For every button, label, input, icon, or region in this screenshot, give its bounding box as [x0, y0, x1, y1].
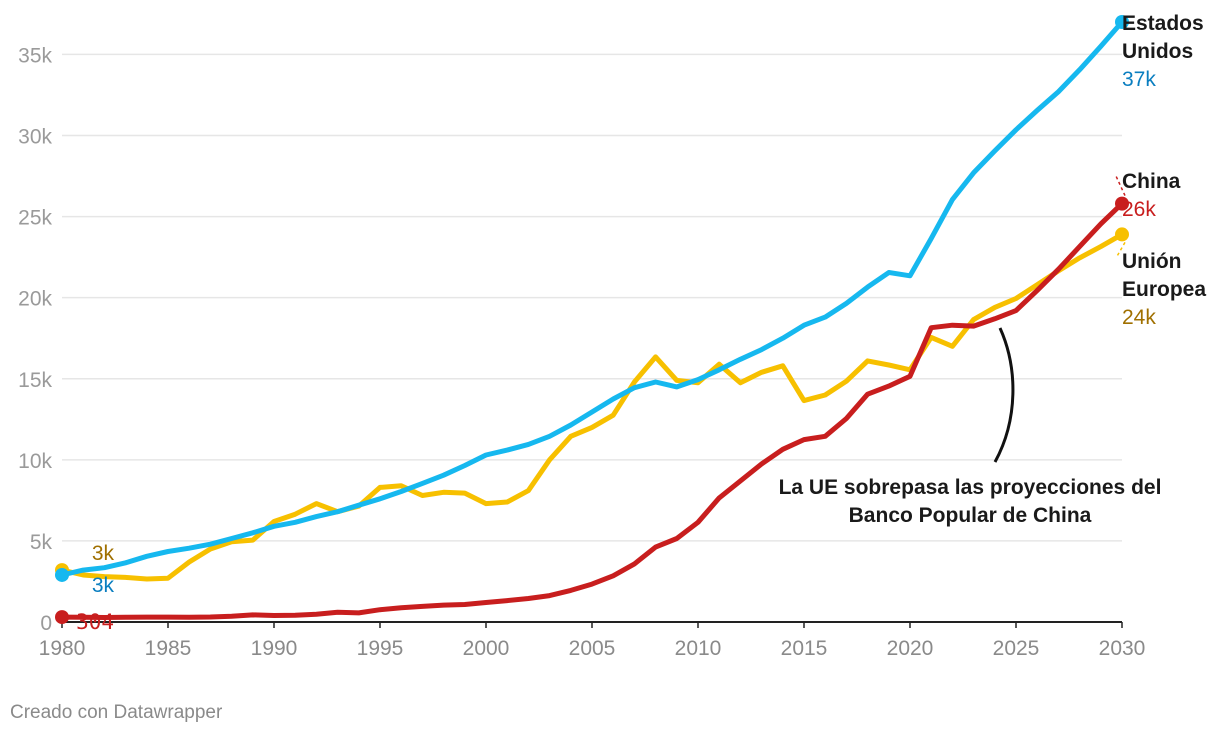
y-tick-label: 25k: [18, 207, 52, 230]
series-lines: [55, 15, 1129, 625]
annotation-text: Banco Popular de China: [849, 504, 1092, 527]
x-tick-label: 2015: [781, 637, 828, 660]
grid-lines: [62, 53, 1122, 623]
annotation-text: La UE sobrepasa las proyecciones del: [779, 476, 1162, 499]
series-line-2: [59, 201, 1125, 620]
end-point: [1115, 15, 1129, 29]
series-labels: Unión Europea 24k Estados Unidos 37k China 26k 3…: [76, 12, 1206, 634]
x-tick-label: 1990: [251, 637, 298, 660]
annotation: La UE sobrepasa las proyecciones del Banc…: [779, 327, 1162, 527]
credit-text: Creado con Datawrapper: [10, 702, 223, 723]
series-name-label: China: [1122, 170, 1181, 193]
series-start-value: 3k: [92, 542, 115, 565]
start-point: [55, 567, 69, 582]
x-tick-label: 1980: [39, 637, 86, 660]
series-start-value: 304: [76, 610, 114, 634]
series-end-value: 37k: [1122, 68, 1156, 91]
series-end-value: 26k: [1122, 198, 1156, 221]
x-tick-label: 2025: [993, 637, 1040, 660]
label-leader: [1115, 242, 1126, 259]
y-tick-label: 10k: [18, 450, 52, 473]
x-axis-ticks: 1980 1985 1990 1995 2000 2005 2010 2015 2020 2025…: [39, 622, 1146, 660]
y-tick-label: 0: [40, 612, 52, 635]
y-tick-label: 20k: [18, 288, 52, 311]
y-axis-ticks: 0 5k 10k 15k 20k 25k 30k 35k: [18, 44, 52, 635]
y-tick-label: 15k: [18, 369, 52, 392]
series-line-0: [59, 231, 1125, 582]
x-tick-label: 2030: [1099, 637, 1146, 660]
series-name-label: Unidos: [1122, 40, 1193, 63]
series-line-1: [59, 19, 1125, 578]
end-point: [1115, 196, 1129, 211]
series-start-value: 3k: [92, 574, 115, 597]
x-tick-label: 1995: [357, 637, 404, 660]
y-tick-label: 35k: [18, 44, 52, 67]
x-tick-label: 2000: [463, 637, 510, 660]
x-tick-label: 2020: [887, 637, 934, 660]
x-tick-label: 1985: [145, 637, 192, 660]
x-tick-label: 2005: [569, 637, 616, 660]
series-name-label: Estados: [1122, 12, 1204, 35]
annotation-arrow: [993, 327, 1015, 463]
y-tick-label: 5k: [30, 531, 53, 554]
x-tick-label: 2010: [675, 637, 722, 660]
line-chart: 0 5k 10k 15k 20k 25k 30k 35k 1980 1985 1990 1995 20…: [18, 12, 1206, 660]
start-point: [55, 610, 69, 625]
y-tick-label: 30k: [18, 126, 52, 149]
series-name-label: Europea: [1122, 278, 1206, 301]
end-point: [1115, 227, 1129, 242]
series-name-label: Unión: [1122, 250, 1181, 273]
series-end-value: 24k: [1122, 306, 1156, 329]
